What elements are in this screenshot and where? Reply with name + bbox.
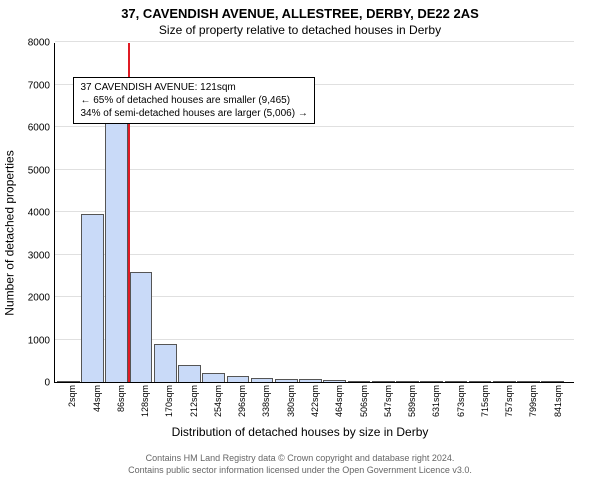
x-tick: 547sqm (383, 385, 393, 417)
x-tick: 296sqm (237, 385, 247, 417)
x-tick: 128sqm (140, 385, 150, 417)
y-axis-label-wrap: Number of detached properties (0, 43, 20, 423)
plot-area: 37 CAVENDISH AVENUE: 121sqm ← 65% of det… (54, 43, 574, 383)
y-tick: 7000 (28, 80, 50, 91)
bar (251, 378, 274, 382)
y-tick: 6000 (28, 123, 50, 134)
bar (396, 381, 419, 382)
y-tick: 1000 (28, 335, 50, 346)
y-tick: 0 (44, 378, 50, 389)
chart: Number of detached properties 0 1000 2000 3… (0, 43, 600, 423)
x-tick: 715sqm (480, 385, 490, 417)
bar (202, 373, 225, 382)
bar (57, 381, 80, 382)
x-tick: 254sqm (213, 385, 223, 417)
bar (541, 381, 564, 382)
bar (445, 381, 468, 382)
bar (372, 381, 395, 382)
footer-line-2: Contains public sector information licen… (0, 465, 600, 477)
y-axis-label: Number of detached properties (3, 150, 17, 315)
footer: Contains HM Land Registry data © Crown c… (0, 453, 600, 476)
bar (517, 381, 540, 382)
x-tick: 673sqm (456, 385, 466, 417)
x-tick: 757sqm (504, 385, 514, 417)
x-axis-label: Distribution of detached houses by size … (0, 425, 600, 439)
bar (154, 344, 177, 382)
plot-wrap: 37 CAVENDISH AVENUE: 121sqm ← 65% of det… (54, 43, 574, 423)
x-tick: 422sqm (310, 385, 320, 417)
x-tick: 170sqm (164, 385, 174, 417)
x-tick: 841sqm (553, 385, 563, 417)
bar (130, 272, 153, 382)
bar (493, 381, 516, 382)
annotation-line-2: ← 65% of detached houses are smaller (9,… (80, 94, 307, 107)
y-tick: 5000 (28, 165, 50, 176)
x-tick: 631sqm (431, 385, 441, 417)
y-tick: 3000 (28, 250, 50, 261)
bar (178, 365, 201, 382)
x-tick: 86sqm (116, 385, 126, 412)
bar (323, 380, 346, 382)
x-tick: 212sqm (189, 385, 199, 417)
x-tick: 44sqm (92, 385, 102, 412)
footer-line-1: Contains HM Land Registry data © Crown c… (0, 453, 600, 465)
root: 37, CAVENDISH AVENUE, ALLESTREE, DERBY, … (0, 6, 600, 500)
x-tick: 338sqm (261, 385, 271, 417)
annotation-box: 37 CAVENDISH AVENUE: 121sqm ← 65% of det… (73, 77, 314, 124)
x-tick: 506sqm (359, 385, 369, 417)
y-axis-ticks: 010002000300040005000600070008000 (20, 43, 54, 383)
bar (81, 214, 104, 382)
bar (420, 381, 443, 382)
x-axis-ticks: 2sqm 44sqm 86sqm 128sqm 170sqm 212sqm 254sqm 29… (54, 383, 574, 423)
x-tick: 2sqm (67, 385, 77, 407)
bar (227, 376, 250, 382)
bar (469, 381, 492, 382)
x-tick: 380sqm (286, 385, 296, 417)
gridline (55, 41, 574, 42)
bar (348, 381, 371, 382)
y-tick: 2000 (28, 293, 50, 304)
bar (105, 97, 128, 382)
chart-title: 37, CAVENDISH AVENUE, ALLESTREE, DERBY, … (0, 6, 600, 21)
y-tick: 4000 (28, 208, 50, 219)
bar (275, 379, 298, 382)
annotation-line-3: 34% of semi-detached houses are larger (… (80, 107, 307, 120)
chart-subtitle: Size of property relative to detached ho… (0, 23, 600, 37)
bar (299, 379, 322, 382)
x-tick: 464sqm (334, 385, 344, 417)
annotation-line-1: 37 CAVENDISH AVENUE: 121sqm (80, 81, 307, 94)
y-tick: 8000 (28, 38, 50, 49)
x-tick: 589sqm (407, 385, 417, 417)
x-tick: 799sqm (528, 385, 538, 417)
